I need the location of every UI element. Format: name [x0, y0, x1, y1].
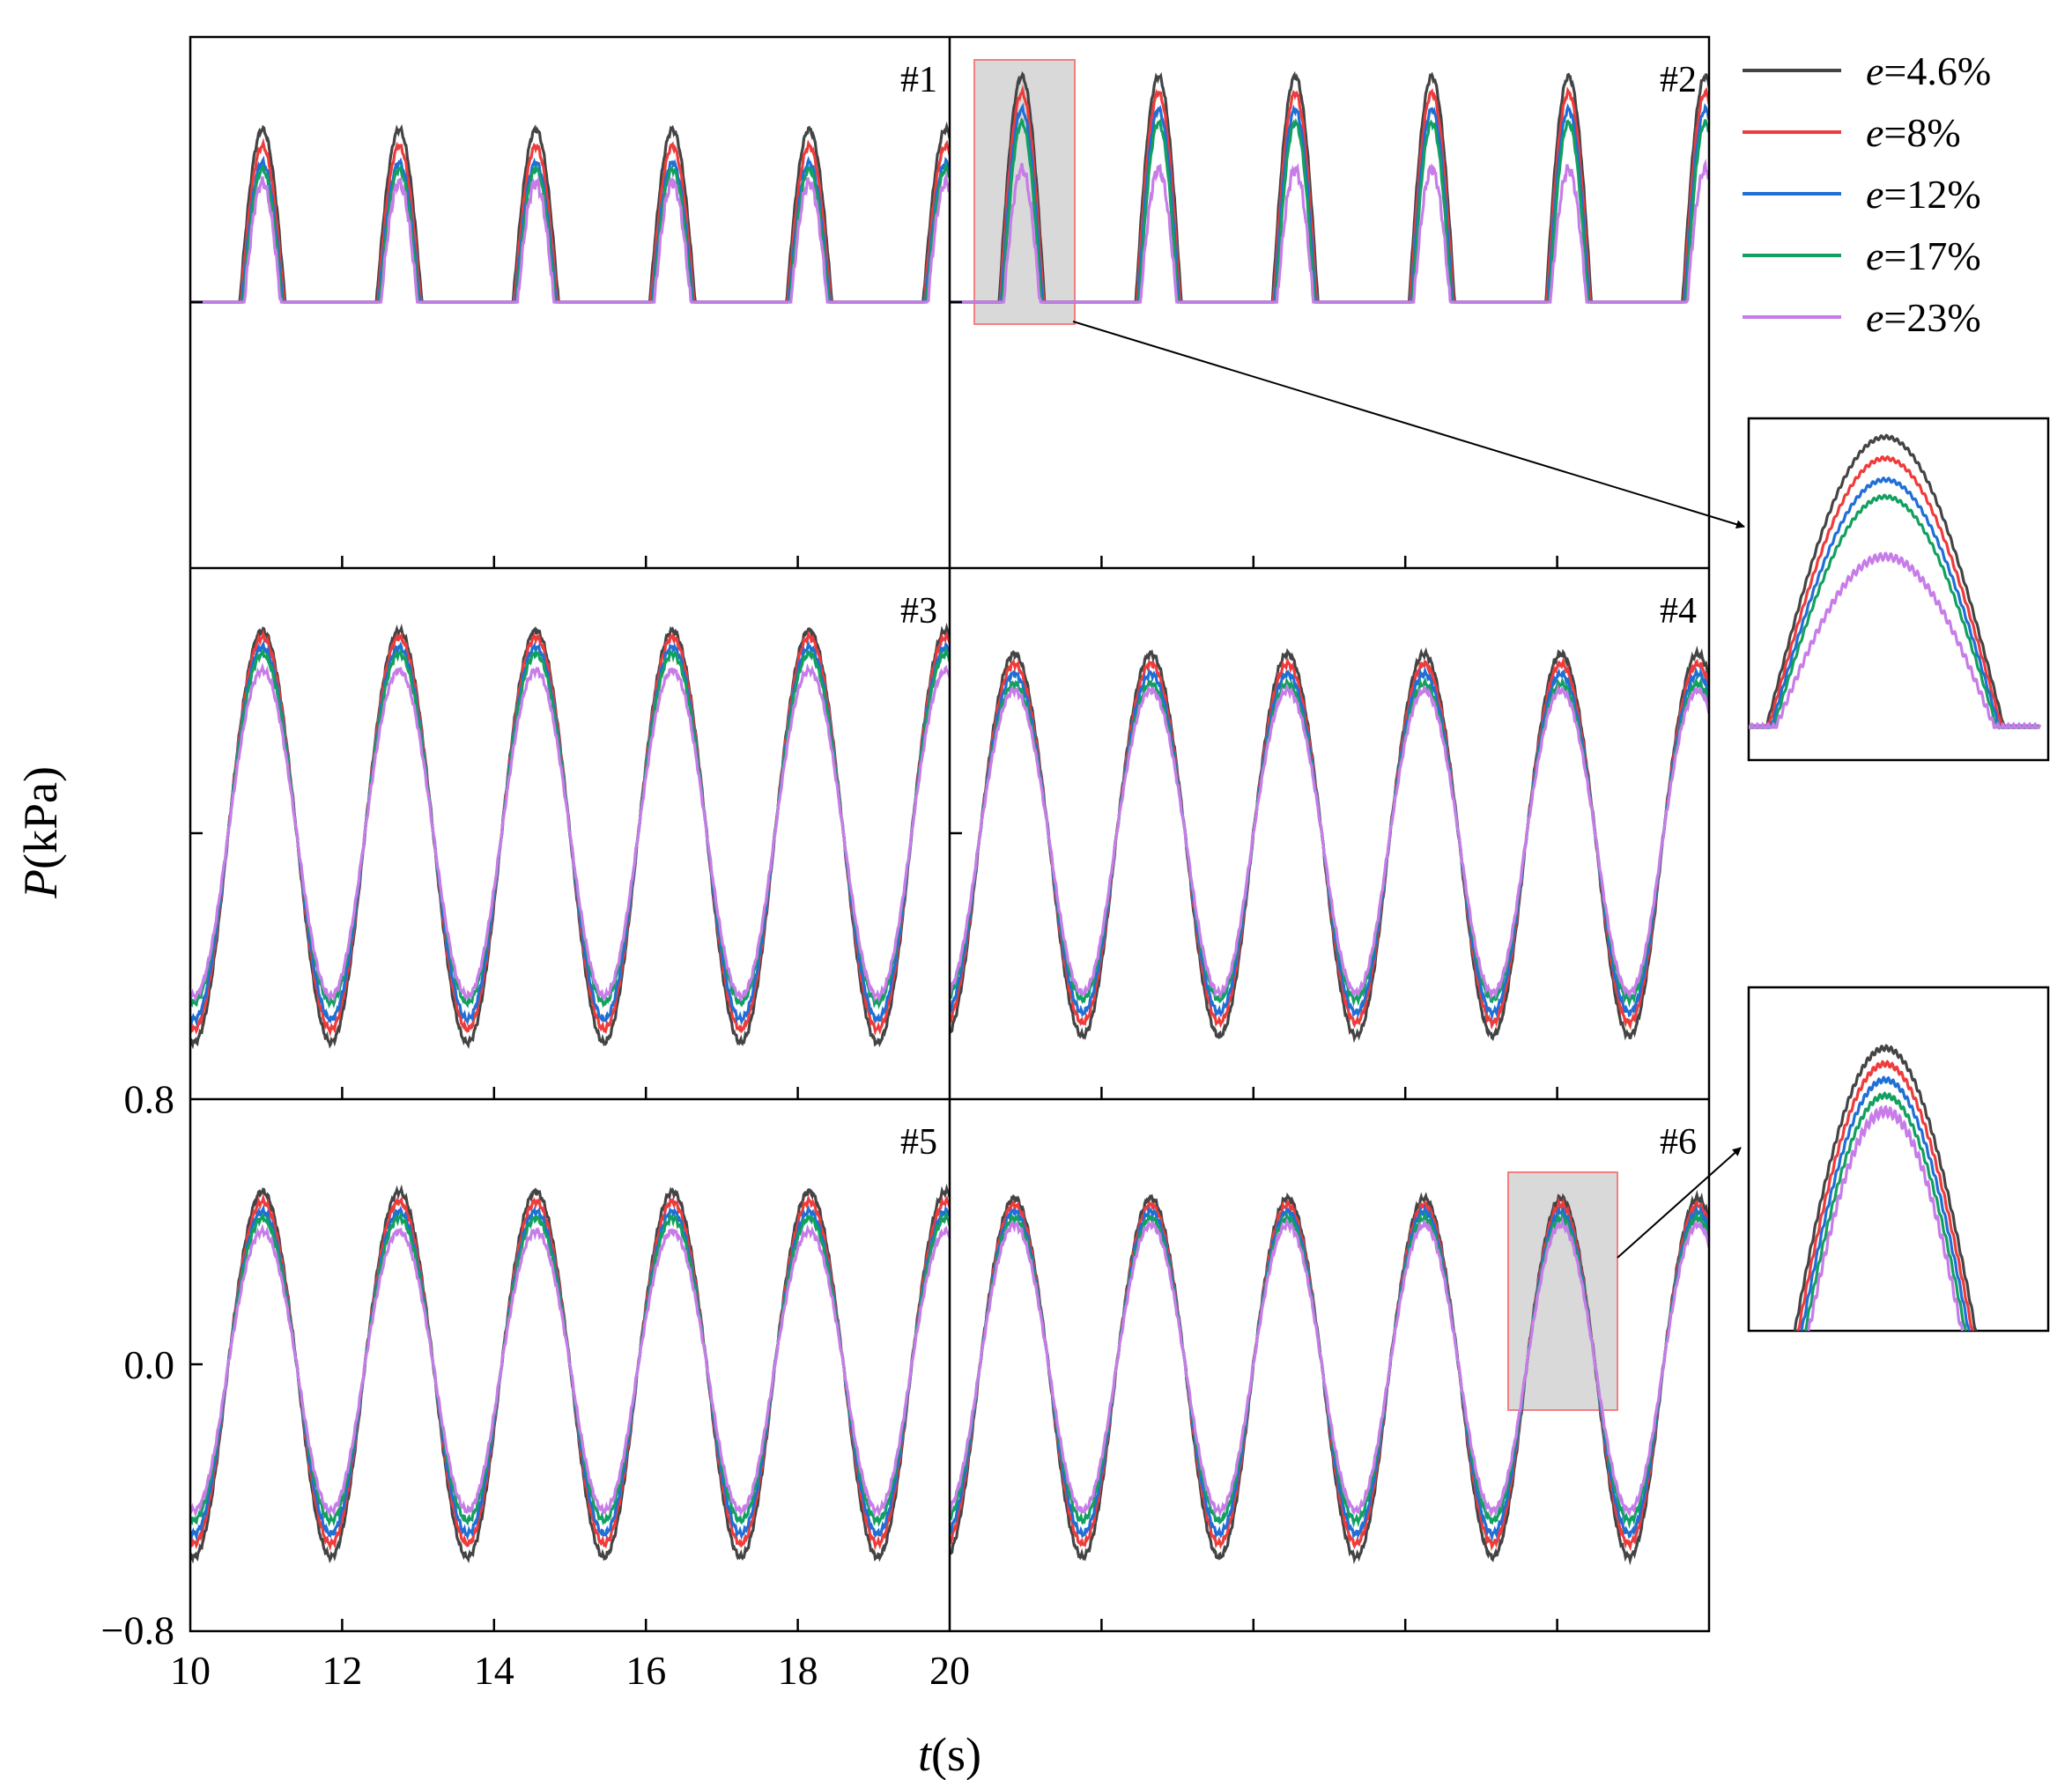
x-tick-label: 14	[474, 1648, 514, 1693]
inset-series-line	[1807, 1104, 1965, 1331]
inset-frame	[1747, 417, 2050, 762]
inset-series-line	[1749, 454, 2040, 729]
y-tick-label: 0.0	[124, 1342, 175, 1387]
legend-label: e=4.6%	[1866, 48, 1991, 93]
panel-label: #2	[1660, 60, 1697, 100]
panel-label: #1	[900, 60, 937, 100]
zoom-arrow-panel-6	[1617, 1147, 1742, 1259]
series-line	[190, 137, 950, 304]
zoom-arrow-panel-2	[1072, 321, 1745, 529]
highlight-box-panel-2	[973, 59, 1076, 325]
inset-series-line	[1796, 1060, 1974, 1331]
legend-label: e=8%	[1866, 110, 1961, 155]
legend-label: e=23%	[1866, 295, 1981, 340]
panel-label: #5	[900, 1122, 937, 1163]
inset-series-line	[1749, 551, 2042, 729]
inset-series-line	[1800, 1075, 1971, 1331]
panel-label: #4	[1660, 591, 1697, 631]
x-tick-label: 12	[322, 1648, 362, 1693]
y-tick-label: −0.8	[101, 1608, 174, 1653]
panel-labels: #1 #2 #3 #4 #5 #6	[900, 60, 1697, 1163]
panel-label: #6	[1660, 1122, 1697, 1163]
x-tick-label: 18	[778, 1648, 818, 1693]
inset-series-line	[1749, 493, 2041, 729]
x-tick-label: 16	[625, 1648, 666, 1693]
x-axis-title: t(s)	[918, 1728, 981, 1780]
panel-label: #3	[900, 591, 937, 631]
y-axis-title: P(kPa)	[14, 766, 67, 899]
series-line	[190, 121, 950, 304]
zoom-inset-panel-2	[1747, 417, 2050, 762]
inset-frame	[1747, 986, 2050, 1333]
series-line	[190, 155, 950, 304]
inset-series-line	[1749, 476, 2041, 730]
axis-ticks	[190, 300, 1558, 1631]
series-line	[190, 662, 950, 1003]
legend: e=4.6% e=8% e=12% e=17% e=23%	[1743, 48, 1991, 340]
series-line	[190, 1223, 950, 1518]
pressure-curves	[190, 70, 1709, 1566]
inset-series-line	[1803, 1091, 1967, 1331]
inset-series-line	[1749, 433, 2040, 729]
series-line	[950, 1215, 1709, 1518]
x-tick-label: 10	[170, 1648, 211, 1693]
series-line	[950, 683, 1709, 1001]
y-tick-label: 0.8	[124, 1076, 175, 1121]
legend-label: e=12%	[1866, 172, 1981, 217]
zoom-inset-panel-6	[1747, 986, 2050, 1333]
inset-series-line	[1793, 1044, 1978, 1331]
x-tick-label: 20	[929, 1648, 970, 1693]
series-line	[190, 172, 950, 304]
series-line	[950, 158, 1709, 304]
series-line	[190, 160, 950, 304]
legend-label: e=17%	[1866, 233, 1981, 278]
tick-labels: 10 12 14 16 18 20 −0.8 0.0 0.8	[101, 1076, 970, 1693]
